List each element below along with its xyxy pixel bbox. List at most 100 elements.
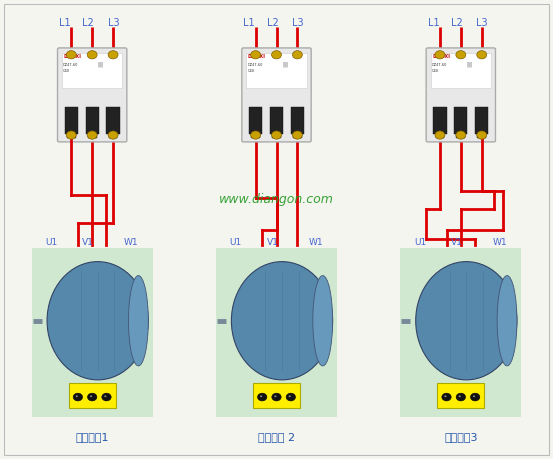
Bar (431, 53, 491, 88)
Text: L1: L1 (59, 17, 71, 28)
Text: www.diangon.com: www.diangon.com (219, 193, 334, 207)
Text: L1: L1 (243, 17, 255, 28)
Text: DELIXI: DELIXI (432, 55, 450, 59)
Circle shape (87, 50, 97, 59)
Circle shape (444, 395, 446, 397)
Bar (434, 107, 446, 134)
Bar (86, 107, 99, 134)
Circle shape (258, 393, 267, 401)
Text: W1: W1 (493, 239, 507, 247)
Circle shape (435, 131, 445, 139)
Bar (456, 133, 465, 138)
Circle shape (251, 50, 260, 59)
Circle shape (286, 393, 295, 401)
Bar (67, 133, 76, 138)
Ellipse shape (416, 262, 517, 380)
Circle shape (272, 131, 281, 139)
Circle shape (90, 395, 92, 397)
Circle shape (477, 131, 487, 139)
Bar (109, 133, 117, 138)
Bar (69, 383, 116, 409)
Bar (454, 107, 467, 134)
Bar (437, 383, 484, 409)
Circle shape (458, 395, 461, 397)
Text: U1: U1 (414, 239, 426, 247)
Circle shape (456, 131, 466, 139)
Circle shape (251, 131, 260, 139)
FancyBboxPatch shape (242, 48, 311, 142)
Circle shape (87, 393, 97, 401)
Circle shape (73, 393, 82, 401)
Bar (293, 133, 302, 138)
Text: C40: C40 (247, 69, 254, 73)
Circle shape (272, 393, 281, 401)
Circle shape (102, 393, 111, 401)
Text: C40: C40 (432, 69, 439, 73)
Bar (32, 248, 153, 417)
Circle shape (108, 131, 118, 139)
Text: C40: C40 (63, 69, 70, 73)
Circle shape (456, 50, 466, 59)
Text: W1: W1 (309, 239, 323, 247)
Text: DELIXI: DELIXI (64, 55, 81, 59)
Bar (249, 107, 262, 134)
Ellipse shape (497, 275, 517, 366)
Text: L1: L1 (428, 17, 440, 28)
Ellipse shape (231, 262, 332, 380)
Bar (65, 107, 78, 134)
Text: L3: L3 (108, 17, 119, 28)
Circle shape (66, 131, 76, 139)
Circle shape (87, 131, 97, 139)
FancyBboxPatch shape (426, 48, 495, 142)
Bar (88, 133, 97, 138)
Circle shape (293, 50, 302, 59)
Text: |||: ||| (98, 62, 103, 67)
Circle shape (456, 393, 466, 401)
Bar (291, 107, 304, 134)
Circle shape (289, 395, 291, 397)
Text: DZ47-60: DZ47-60 (63, 63, 79, 67)
Bar (62, 53, 122, 88)
Ellipse shape (313, 275, 332, 366)
Circle shape (66, 50, 76, 59)
Circle shape (105, 395, 107, 397)
Text: DELIXI: DELIXI (248, 55, 266, 59)
Text: L3: L3 (476, 17, 488, 28)
Circle shape (274, 395, 276, 397)
Text: DZ47-60: DZ47-60 (247, 63, 263, 67)
Text: 电路反转 2: 电路反转 2 (258, 432, 295, 442)
Bar (246, 53, 307, 88)
Bar (216, 248, 337, 417)
Bar (436, 133, 444, 138)
Bar (475, 107, 488, 134)
Text: U1: U1 (229, 239, 242, 247)
Circle shape (471, 393, 480, 401)
Text: U1: U1 (45, 239, 58, 247)
Text: L3: L3 (292, 17, 304, 28)
FancyBboxPatch shape (58, 48, 127, 142)
Text: V1: V1 (82, 239, 94, 247)
Text: L2: L2 (82, 17, 94, 28)
Circle shape (272, 50, 281, 59)
Circle shape (473, 395, 475, 397)
Text: V1: V1 (267, 239, 279, 247)
Ellipse shape (47, 262, 148, 380)
Text: 电路反转3: 电路反转3 (444, 432, 478, 442)
Bar (251, 133, 260, 138)
Text: L2: L2 (451, 17, 463, 28)
Text: |||: ||| (282, 62, 288, 67)
Text: 电路反转1: 电路反转1 (75, 432, 109, 442)
Circle shape (435, 50, 445, 59)
Circle shape (477, 50, 487, 59)
Text: W1: W1 (124, 239, 139, 247)
Bar (270, 107, 283, 134)
Text: L2: L2 (267, 17, 278, 28)
Text: |||: ||| (466, 62, 472, 67)
Bar (107, 107, 119, 134)
Text: V1: V1 (451, 239, 463, 247)
Circle shape (108, 50, 118, 59)
Circle shape (76, 395, 78, 397)
Bar (272, 133, 281, 138)
Bar (477, 133, 486, 138)
Ellipse shape (128, 275, 148, 366)
